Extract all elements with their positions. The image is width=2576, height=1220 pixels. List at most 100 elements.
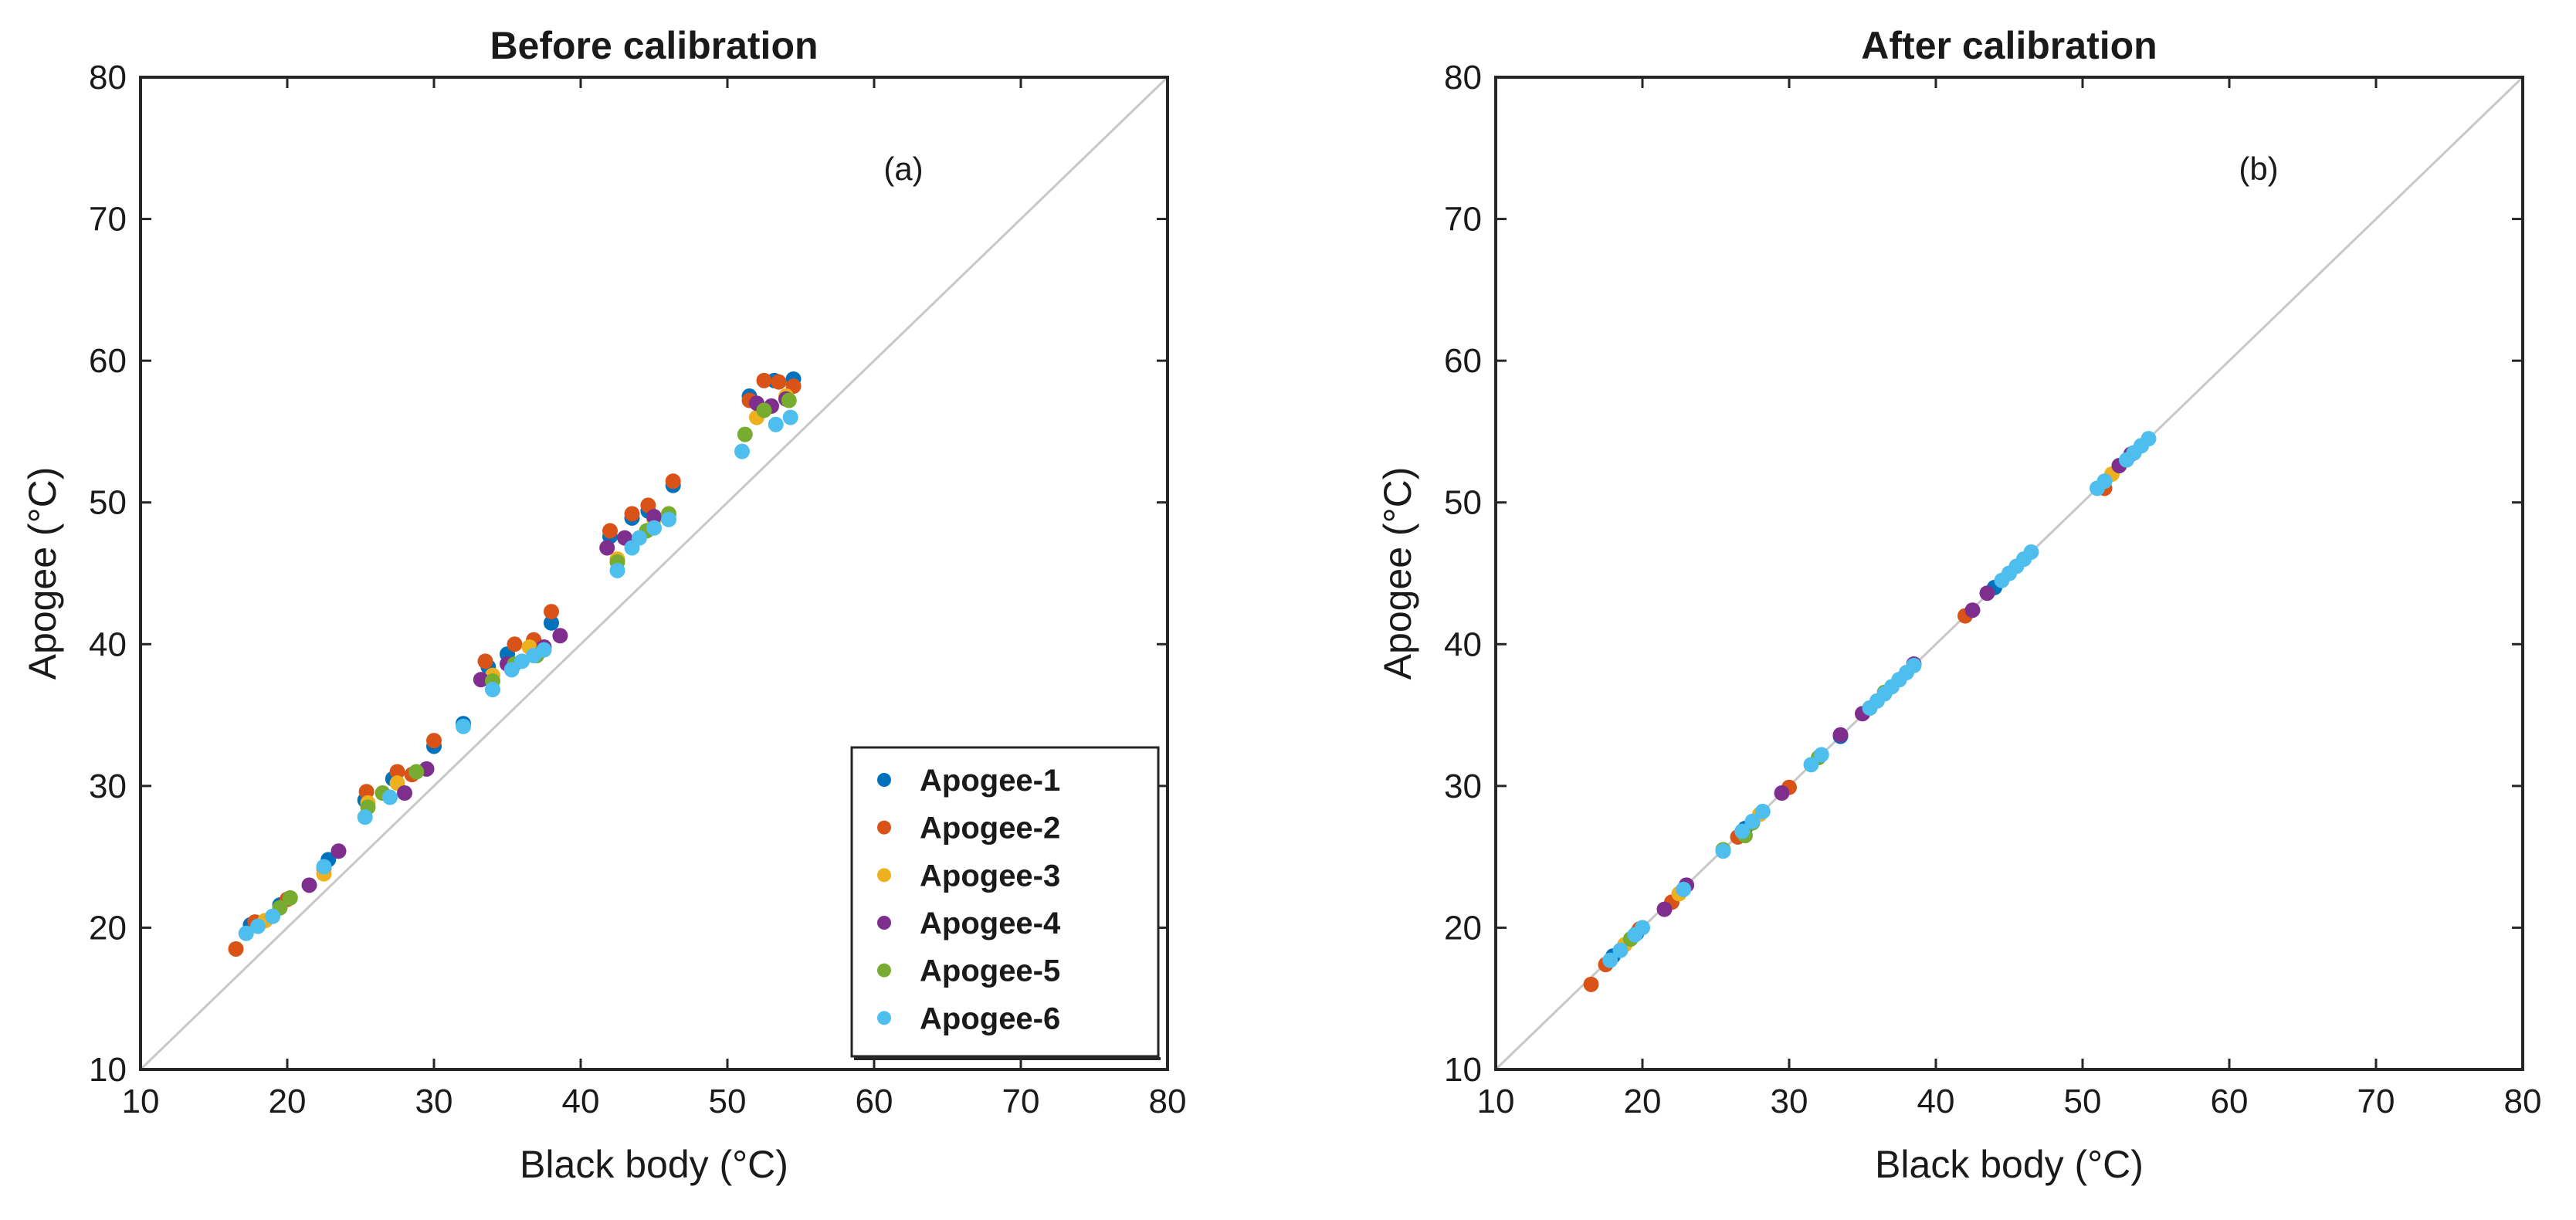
legend-marker [877,963,891,978]
y-tick-label: 60 [89,342,127,380]
data-point [1715,843,1731,859]
data-point [552,628,568,644]
y-tick-label: 20 [1444,909,1482,947]
y-axis-label: Apogee (°C) [21,467,64,680]
data-point [782,409,798,425]
legend-label: Apogee-3 [920,859,1060,893]
data-point [1676,881,1692,897]
data-point [632,530,647,546]
data-point [1656,901,1673,917]
data-point [1635,920,1650,936]
data-point [389,764,405,780]
y-tick-label: 20 [89,909,127,947]
legend-marker [877,1011,891,1025]
reference-line [139,76,1169,1071]
data-point [250,918,266,934]
x-tick-label: 40 [1917,1083,1955,1120]
data-point [1744,813,1761,829]
data-point [756,372,772,388]
data-point [397,785,412,801]
data-point [426,733,442,749]
data-point [536,642,552,658]
data-point [734,443,750,459]
x-tick-label: 40 [562,1083,600,1120]
y-tick-label: 80 [89,59,127,97]
data-point [503,662,520,678]
series-apogee-4 [301,391,794,893]
y-tick-label: 60 [1444,342,1482,380]
x-tick-label: 10 [1477,1083,1515,1120]
data-point [599,540,615,556]
x-tick-label: 60 [856,1083,893,1120]
legend-marker [877,773,891,787]
data-point [1964,602,1981,618]
x-tick-label: 70 [2357,1083,2395,1120]
chart-title: After calibration [1861,24,2157,67]
plot-frame [1494,76,2524,1071]
legend-marker [877,916,891,930]
legend-box [850,746,1160,1058]
data-point [1906,657,1922,673]
data-point [1734,823,1751,839]
data-point [665,473,681,490]
data-point [756,402,772,419]
legend-label: Apogee-2 [920,812,1060,846]
x-tick-label: 50 [709,1083,747,1120]
plot-frame [139,76,1169,1071]
data-point [2096,473,2113,490]
data-point [2140,431,2157,447]
data-point [768,416,784,432]
data-point [2023,544,2039,560]
x-tick-label: 60 [2211,1083,2249,1120]
data-point [544,604,559,620]
legend-label: Apogee-1 [920,764,1060,798]
data-point [485,682,500,698]
x-tick-label: 20 [1624,1083,1662,1120]
legend-marker [877,868,891,883]
data-point [1803,757,1819,773]
legend-label: Apogee-4 [920,907,1061,940]
y-tick-label: 30 [1444,768,1482,805]
data-point [640,497,656,513]
legend-marker [877,820,891,835]
data-point [1979,585,1995,602]
data-point [301,877,317,893]
chart-title: Before calibration [490,24,818,67]
data-point [316,859,332,875]
x-tick-label: 70 [1002,1083,1040,1120]
y-tick-label: 40 [1444,625,1482,663]
data-point [1583,976,1599,992]
data-point [624,506,640,522]
x-axis-label: Black body (°C) [1875,1143,2144,1186]
y-tick-label: 80 [1444,59,1482,97]
x-axis-label: Black body (°C) [520,1143,788,1186]
y-tick-label: 30 [89,768,127,805]
data-point [1774,785,1790,801]
y-tick-label: 70 [89,201,127,239]
y-tick-label: 10 [89,1051,127,1089]
series-apogee-1 [242,371,802,933]
data-point [1754,803,1771,819]
panel-label: (a) [883,151,923,187]
data-point [238,925,254,941]
x-tick-label: 10 [122,1083,160,1120]
data-point [265,908,280,924]
data-point [771,374,787,390]
data-point [228,940,244,957]
y-tick-label: 70 [1444,201,1482,239]
data-point [514,653,530,669]
legend-label: Apogee-5 [920,954,1060,988]
data-point [1813,747,1829,763]
data-point [737,426,753,442]
legend: Apogee-1 Apogee-2 Apogee-3 Apogee-4 Apogee-5… [850,746,1161,1060]
data-point [1612,942,1629,958]
data-point [382,789,398,805]
x-tick-label: 50 [2064,1083,2102,1120]
y-tick-label: 40 [89,625,127,663]
data-point [507,636,523,652]
chart-panel-2: 10 20 30 40 50 60 70 80 10 20 30 40 50 60 70 80 After ca… [1376,24,2541,1186]
y-tick-label: 50 [89,484,127,522]
data-point [357,809,373,825]
data-point [456,718,471,734]
